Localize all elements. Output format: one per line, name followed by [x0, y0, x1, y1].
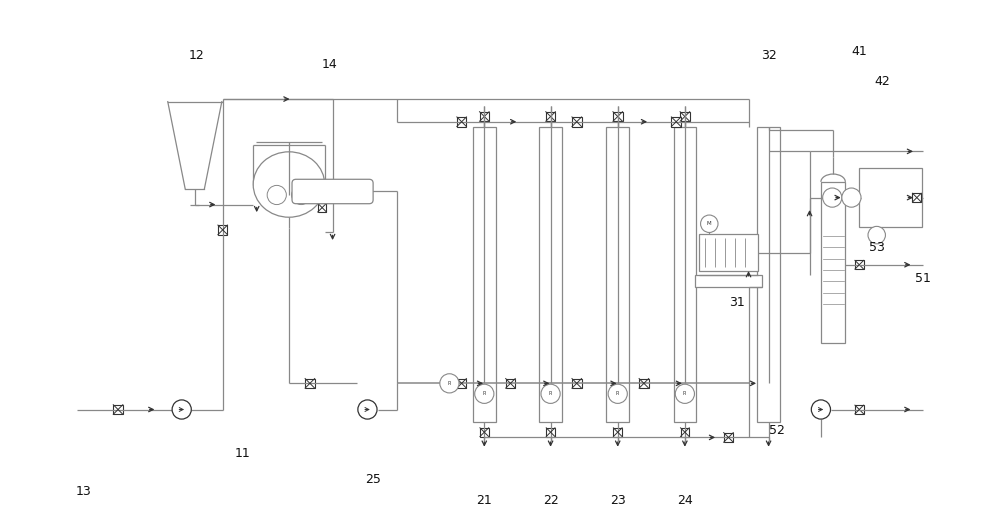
Bar — [613, 428, 622, 437]
Bar — [546, 112, 555, 122]
Bar — [681, 428, 689, 437]
FancyBboxPatch shape — [292, 179, 373, 204]
Circle shape — [475, 384, 494, 403]
Text: PI: PI — [683, 391, 687, 396]
Bar — [613, 112, 623, 122]
Bar — [113, 404, 123, 414]
Bar — [546, 428, 555, 437]
Circle shape — [358, 400, 377, 419]
Bar — [480, 112, 489, 122]
Circle shape — [292, 185, 311, 205]
Circle shape — [541, 384, 560, 403]
Bar — [473, 127, 496, 422]
Text: 13: 13 — [75, 485, 91, 498]
Circle shape — [267, 185, 286, 205]
Bar — [457, 379, 466, 388]
Bar — [671, 117, 681, 127]
Bar — [724, 432, 733, 442]
Text: 32: 32 — [761, 49, 776, 62]
Text: PI: PI — [482, 391, 486, 396]
Bar — [572, 117, 582, 127]
Bar — [821, 182, 845, 343]
Text: PI: PI — [548, 391, 553, 396]
Text: 11: 11 — [235, 447, 251, 460]
Bar — [859, 168, 922, 227]
Bar — [695, 275, 762, 287]
Bar — [305, 379, 315, 388]
Circle shape — [701, 215, 718, 232]
Bar — [218, 225, 227, 235]
Bar — [480, 428, 489, 437]
Circle shape — [172, 400, 191, 419]
Bar — [674, 127, 696, 422]
Text: PI: PI — [616, 391, 620, 396]
Text: 25: 25 — [366, 473, 381, 486]
Circle shape — [868, 226, 885, 244]
Bar — [572, 379, 582, 388]
Circle shape — [675, 384, 694, 403]
Circle shape — [608, 384, 627, 403]
Circle shape — [823, 188, 842, 207]
Bar — [539, 127, 562, 422]
Text: 14: 14 — [322, 58, 338, 70]
Circle shape — [440, 374, 459, 393]
Bar — [606, 127, 629, 422]
Bar — [855, 260, 864, 269]
Bar — [680, 112, 690, 122]
Bar — [757, 127, 780, 422]
Bar — [506, 379, 515, 388]
Bar — [318, 203, 326, 212]
Text: 24: 24 — [677, 494, 693, 507]
Text: 21: 21 — [476, 494, 492, 507]
Text: 31: 31 — [729, 296, 745, 309]
Bar — [639, 379, 649, 388]
Text: 52: 52 — [769, 424, 785, 437]
Text: 42: 42 — [874, 75, 890, 88]
Bar — [699, 234, 758, 271]
Text: 22: 22 — [543, 494, 558, 507]
Text: PI: PI — [447, 381, 452, 386]
Ellipse shape — [253, 152, 325, 217]
Text: 41: 41 — [851, 45, 867, 58]
Text: 51: 51 — [915, 272, 931, 285]
Text: 53: 53 — [869, 241, 885, 254]
Text: 12: 12 — [189, 49, 204, 62]
Text: 23: 23 — [610, 494, 626, 507]
Circle shape — [811, 400, 831, 419]
Circle shape — [842, 188, 861, 207]
Text: M: M — [707, 221, 712, 226]
Bar — [912, 193, 921, 202]
Bar — [457, 117, 466, 127]
Bar — [855, 405, 864, 414]
